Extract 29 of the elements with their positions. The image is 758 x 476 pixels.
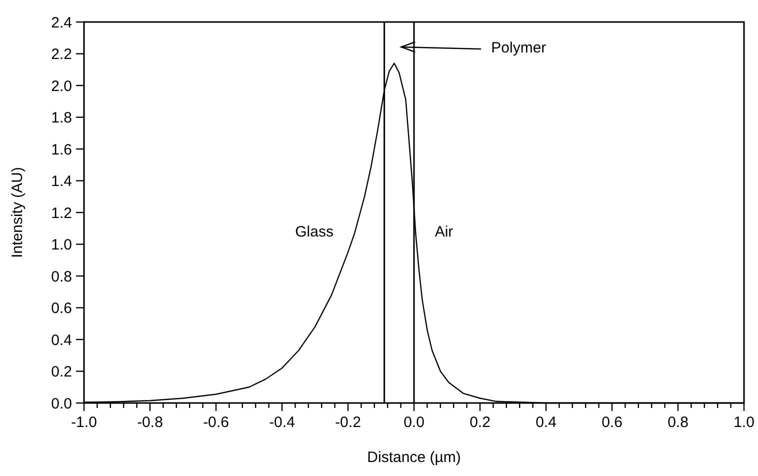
y-tick-label: 2.4 (51, 14, 72, 32)
y-tick-label: 2.0 (51, 78, 72, 95)
y-axis-title: Intensity (AU) (9, 167, 26, 258)
y-tick-label: 0.0 (51, 395, 72, 412)
x-tick-label: 0.2 (470, 414, 490, 431)
x-tick-label: 0.6 (602, 414, 622, 431)
x-tick-label: -0.4 (269, 414, 295, 431)
y-tick-label: 1.6 (51, 141, 72, 158)
x-tick-label: -0.6 (203, 414, 229, 431)
x-tick-label: 0.8 (668, 414, 688, 431)
y-tick-label: 0.8 (51, 268, 72, 286)
x-tick-label: -0.8 (137, 414, 163, 431)
x-tick-label: -1.0 (71, 414, 97, 431)
annotation: Polymer (491, 39, 546, 56)
y-tick-label: 0.6 (51, 300, 72, 317)
x-axis-title: Distance (µm) (367, 449, 461, 466)
y-tick-label: 2.2 (51, 46, 72, 63)
x-tick-label: 0.4 (536, 414, 556, 431)
y-tick-label: 1.2 (51, 204, 72, 222)
annotation: Air (434, 224, 454, 240)
y-tick-label: 0.4 (51, 332, 72, 349)
y-tick-label: 1.4 (51, 173, 72, 190)
x-tick-label: 1.0 (734, 414, 754, 431)
y-tick-label: 1.8 (51, 110, 72, 126)
annotation: Glass (295, 224, 334, 240)
x-tick-label: -0.2 (335, 414, 361, 431)
x-tick-label: 0.0 (404, 414, 424, 431)
y-tick-label: 0.2 (51, 364, 72, 380)
y-tick-label: 1.0 (51, 236, 72, 254)
